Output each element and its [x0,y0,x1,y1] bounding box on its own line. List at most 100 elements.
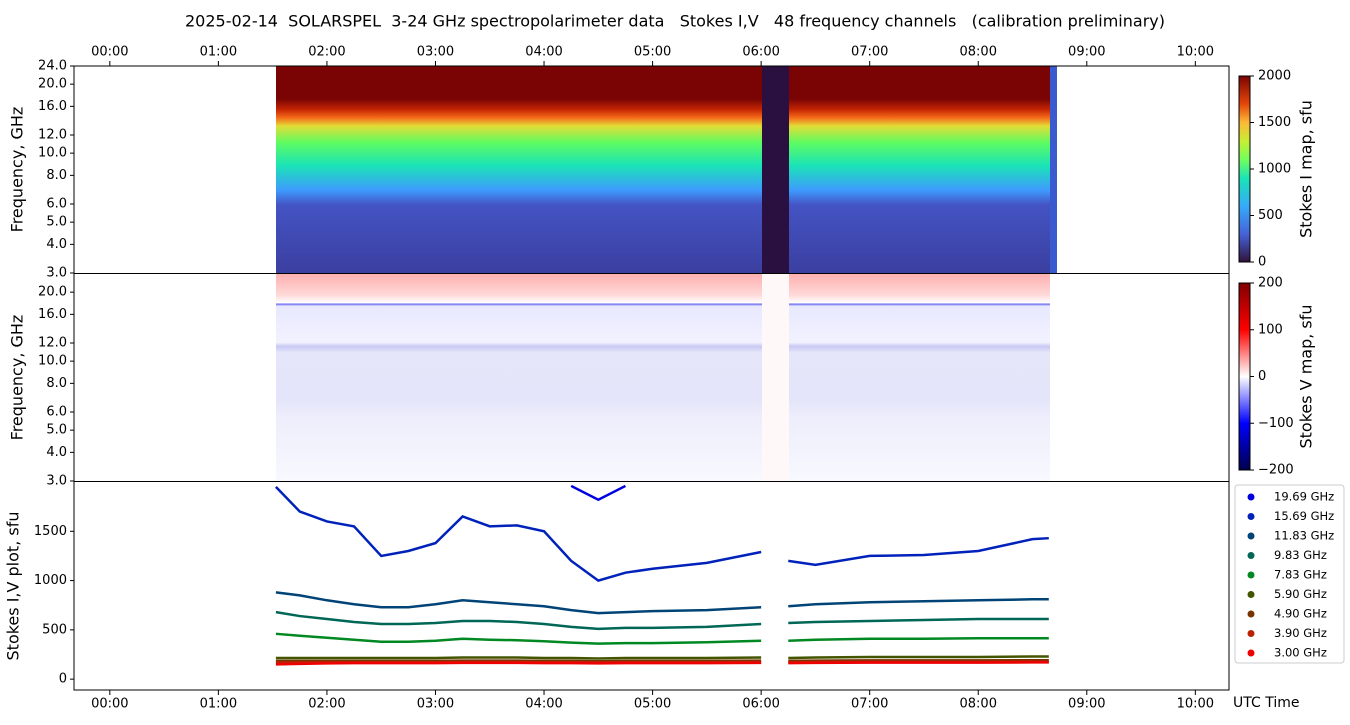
x-tick-label: 07:00 [851,45,888,60]
series-line [275,610,762,631]
x-tick-label: 06:00 [742,697,779,712]
y-tick-label: 10.0 [38,354,67,369]
colorbar-tick-label: −100 [1258,416,1294,431]
series-line [788,658,1049,663]
y-tick-label: 12.0 [38,128,67,143]
y-tick-label: 1500 [34,524,67,539]
y-axis-label: Frequency, GHz [8,315,27,441]
series-line [788,655,1049,660]
y-tick-label: 5.0 [46,423,67,438]
colorbar-tick-label: −200 [1258,463,1294,478]
axes-frame [73,65,1230,691]
colorbar [1238,282,1251,471]
x-tick-label: 00:00 [91,45,128,60]
y-tick-label: 4.0 [46,445,67,460]
y-tick-label: 8.0 [46,168,67,183]
colorbar-tick-label: 100 [1258,322,1283,337]
legend-marker [1247,571,1255,579]
series-line [275,656,762,660]
x-tick-label: 06:00 [742,45,779,60]
y-tick-label: 16.0 [38,99,67,114]
legend-label: 9.83 GHz [1274,548,1327,562]
colorbar-label: Stokes V map, sfu [1297,304,1316,448]
legend-marker [1247,630,1255,637]
x-tick-label: 07:00 [851,697,888,712]
series-line [275,659,762,663]
x-axis-label: UTC Time [1233,695,1299,711]
legend [1234,484,1345,664]
legend-marker [1247,552,1255,559]
x-tick-label: 01:00 [200,697,237,712]
x-tick-label: 05:00 [634,697,671,712]
y-tick-label: 3.0 [46,266,67,281]
x-tick-label: 02:00 [308,697,345,712]
x-tick-label: 08:00 [960,697,997,712]
legend-marker [1247,649,1255,657]
series-line [275,661,762,666]
series-line [570,484,627,502]
legend-marker [1247,513,1255,520]
series-line [275,591,762,615]
gap-band [762,66,789,273]
legend-label: 3.00 GHz [1274,646,1327,660]
y-tick-label: 6.0 [46,405,67,420]
plot-area [275,484,1049,666]
y-tick-label: 24.0 [38,59,67,74]
legend-label: 4.90 GHz [1274,607,1327,621]
legend-marker [1247,493,1255,501]
series-line [788,617,1049,625]
legend-marker [1247,610,1255,618]
edge-band [1050,66,1057,273]
y-tick-label: 20.0 [38,77,67,92]
series-line [788,598,1049,608]
series-line [788,661,1049,665]
legend-label: 11.83 GHz [1274,529,1334,543]
legend-marker [1247,532,1255,540]
x-tick-label: 04:00 [525,45,562,60]
colorbar-tick-label: 200 [1258,276,1283,291]
legend-label: 7.83 GHz [1274,568,1327,582]
colorbar [1238,75,1251,263]
legend-label: 15.69 GHz [1274,509,1334,523]
y-axis-label: Stokes I,V plot, sfu [4,512,23,661]
y-tick-label: 3.0 [46,474,67,489]
legend-label: 3.90 GHz [1274,626,1327,640]
y-tick-label: 1000 [34,573,67,588]
x-tick-label: 08:00 [960,45,997,60]
x-tick-label: 10:00 [1177,45,1214,60]
gap-band [762,274,789,481]
x-tick-label: 02:00 [308,45,345,60]
y-tick-label: 16.0 [38,307,67,322]
x-tick-label: 00:00 [91,697,128,712]
y-tick-label: 5.0 [46,215,67,230]
colorbar-tick-label: 1000 [1258,162,1291,177]
chart-title: 2025-02-14 SOLARSPEL 3-24 GHz spectropol… [185,12,1165,31]
y-tick-label: 0 [59,672,67,687]
x-tick-label: 10:00 [1177,697,1214,712]
colorbar-tick-label: 500 [1258,208,1283,223]
x-tick-label: 05:00 [634,45,671,60]
x-tick-label: 09:00 [1068,45,1105,60]
colorbar-tick-label: 0 [1258,369,1266,384]
x-tick-label: 03:00 [417,45,454,60]
stokes-i-map [276,66,1053,273]
legend-label: 19.69 GHz [1274,490,1334,504]
series-line [275,632,762,645]
x-tick-label: 03:00 [417,697,454,712]
y-tick-label: 20.0 [38,285,67,300]
x-tick-label: 04:00 [525,697,562,712]
series-line [788,636,1049,642]
y-tick-label: 6.0 [46,197,67,212]
y-axis-label: Frequency, GHz [8,107,27,233]
colorbar-label: Stokes I map, sfu [1297,100,1316,238]
colorbar-tick-label: 2000 [1258,69,1291,84]
colorbar-tick-label: 0 [1258,255,1266,270]
y-tick-label: 12.0 [38,336,67,351]
legend-marker [1247,591,1255,598]
stokes-v-map [276,274,1050,481]
x-tick-label: 09:00 [1068,697,1105,712]
series-line [275,486,762,582]
x-tick-label: 01:00 [200,45,237,60]
colorbar-tick-label: 1500 [1258,115,1291,130]
